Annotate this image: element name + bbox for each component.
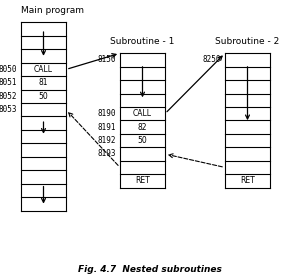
Text: Fig. 4.7  Nested subroutines: Fig. 4.7 Nested subroutines xyxy=(78,265,222,274)
Text: 8051: 8051 xyxy=(0,78,17,87)
Text: CALL: CALL xyxy=(133,109,152,118)
Text: 8050: 8050 xyxy=(0,65,17,74)
Text: 8250: 8250 xyxy=(203,55,221,64)
Text: RET: RET xyxy=(240,176,255,185)
Text: CALL: CALL xyxy=(34,65,53,74)
Text: 81: 81 xyxy=(39,78,48,87)
Text: 8191: 8191 xyxy=(98,123,116,132)
Text: 82: 82 xyxy=(138,123,147,132)
Text: Main program: Main program xyxy=(21,6,84,15)
Text: 8192: 8192 xyxy=(98,136,116,145)
Text: Subroutine - 1: Subroutine - 1 xyxy=(110,37,175,46)
Text: 8193: 8193 xyxy=(98,150,116,158)
Text: 8150: 8150 xyxy=(98,55,116,64)
Text: 50: 50 xyxy=(138,136,147,145)
Text: 8190: 8190 xyxy=(98,109,116,118)
Text: 8053: 8053 xyxy=(0,105,17,114)
Text: Subroutine - 2: Subroutine - 2 xyxy=(215,37,280,46)
Text: 8052: 8052 xyxy=(0,92,17,101)
Text: 50: 50 xyxy=(39,92,48,101)
Text: RET: RET xyxy=(135,176,150,185)
